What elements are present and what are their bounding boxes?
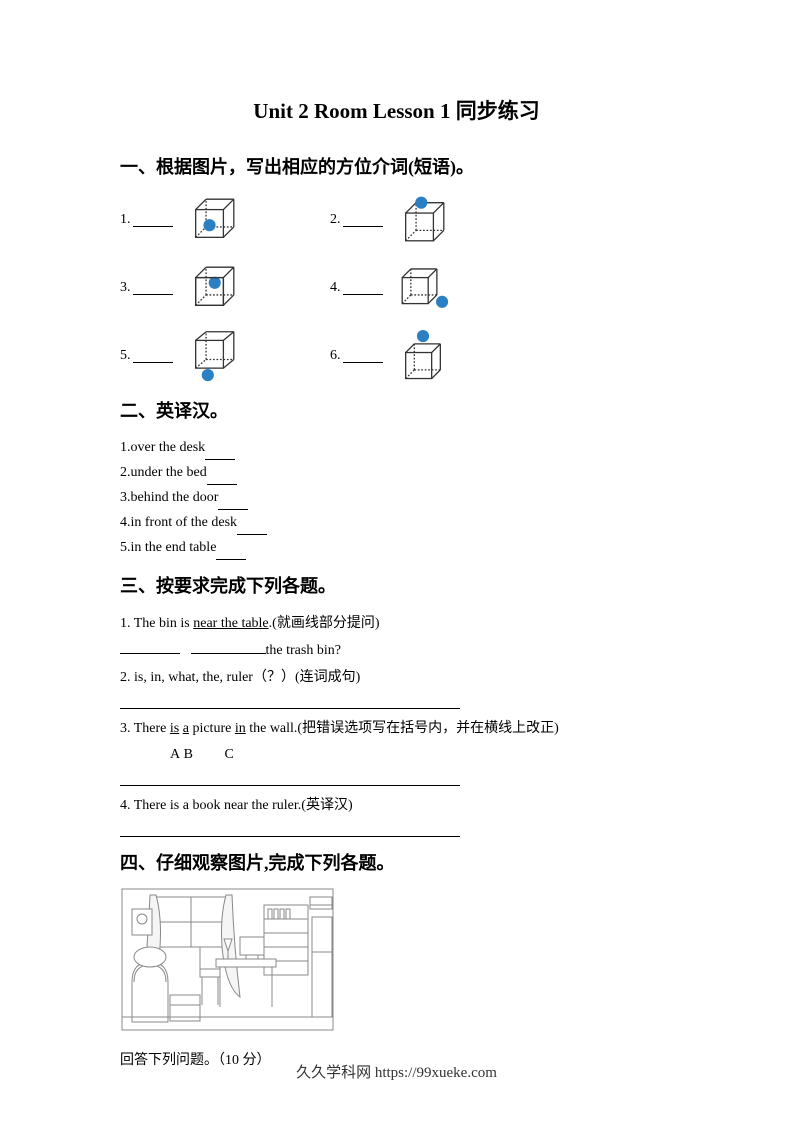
underlined-c: in [235,721,246,736]
answer-blank-long[interactable] [120,772,460,786]
section-1-header: 一、根据图片，写出相应的方位介词(短语)。 [120,153,673,179]
answer-blank[interactable] [205,446,235,460]
text: 3. There [120,721,170,736]
cube-ball-above-icon [397,330,449,382]
answer-blank[interactable] [343,213,383,227]
s3-q3-options: A B C [120,742,673,768]
item-number: 4. [330,280,341,296]
section-2-header: 二、英译汉。 [120,397,673,423]
text: the trash bin? [266,643,341,658]
answer-blank[interactable] [133,281,173,295]
answer-blank[interactable] [343,349,383,363]
section-4-header: 四、仔细观察图片,完成下列各题。 [120,849,673,875]
answer-blank-long[interactable] [120,695,460,709]
cube-ball-inside-icon [187,194,239,246]
s3-q2: 2. is, in, what, the, ruler（？）(连词成句) [120,664,673,691]
text: 1. The bin is [120,616,193,631]
cube-item-5: 5. [120,327,290,385]
item-number: 3. [120,280,131,296]
underlined-a: is [170,721,179,736]
page-title: Unit 2 Room Lesson 1 同步练习 [120,95,673,125]
room-illustration [120,887,673,1037]
underlined-text: near the table [193,616,268,631]
text: 2.under the bed [120,460,207,485]
s3-q3: 3. There is a picture in the wall.(把错误选项… [120,715,673,742]
answer-blank[interactable] [191,640,266,654]
cube-ball-on-icon [397,194,449,246]
text: picture [189,721,235,736]
answer-blank[interactable] [120,640,180,654]
item-number: 2. [330,212,341,228]
cube-ball-behind-icon [187,262,239,314]
section-3-header: 三、按要求完成下列各题。 [120,572,673,598]
item-number: 1. [120,212,131,228]
s3-q1-answer: the trash bin? [120,637,673,664]
text: 1.over the desk [120,435,205,460]
text: 5.in the end table [120,535,216,560]
s2-line-3: 3.behind the door [120,485,673,510]
s2-line-5: 5.in the end table [120,535,673,560]
answer-blank[interactable] [207,471,237,485]
answer-blank[interactable] [218,496,248,510]
option-b: B [184,747,193,762]
cube-item-6: 6. [330,327,500,385]
cube-item-4: 4. [330,259,500,317]
answer-blank-long[interactable] [120,823,460,837]
answer-blank[interactable] [343,281,383,295]
text: 4.in front of the desk [120,510,237,535]
answer-blank[interactable] [133,213,173,227]
item-number: 6. [330,348,341,364]
cube-item-1: 1. [120,191,290,249]
answer-blank[interactable] [237,521,267,535]
item-number: 5. [120,348,131,364]
cube-item-2: 2. [330,191,500,249]
cube-ball-near-icon [397,262,449,314]
cube-grid: 1. 2. [120,191,673,385]
room-icon [120,887,335,1032]
option-c: C [224,747,233,762]
option-a: A [170,747,180,762]
s2-line-4: 4.in front of the desk [120,510,673,535]
text: the wall.(把错误选项写在括号内，并在横线上改正) [246,721,559,736]
s2-line-1: 1.over the desk [120,435,673,460]
text: .(就画线部分提问) [269,616,380,631]
page-footer: 久久学科网 https://99xueke.com [0,1061,793,1082]
s2-line-2: 2.under the bed [120,460,673,485]
s3-q4: 4. There is a book near the ruler.(英译汉) [120,792,673,819]
answer-blank[interactable] [216,546,246,560]
cube-item-3: 3. [120,259,290,317]
s3-q1: 1. The bin is near the table.(就画线部分提问) [120,610,673,637]
text: 3.behind the door [120,485,218,510]
answer-blank[interactable] [133,349,173,363]
cube-ball-under-icon [187,330,239,382]
